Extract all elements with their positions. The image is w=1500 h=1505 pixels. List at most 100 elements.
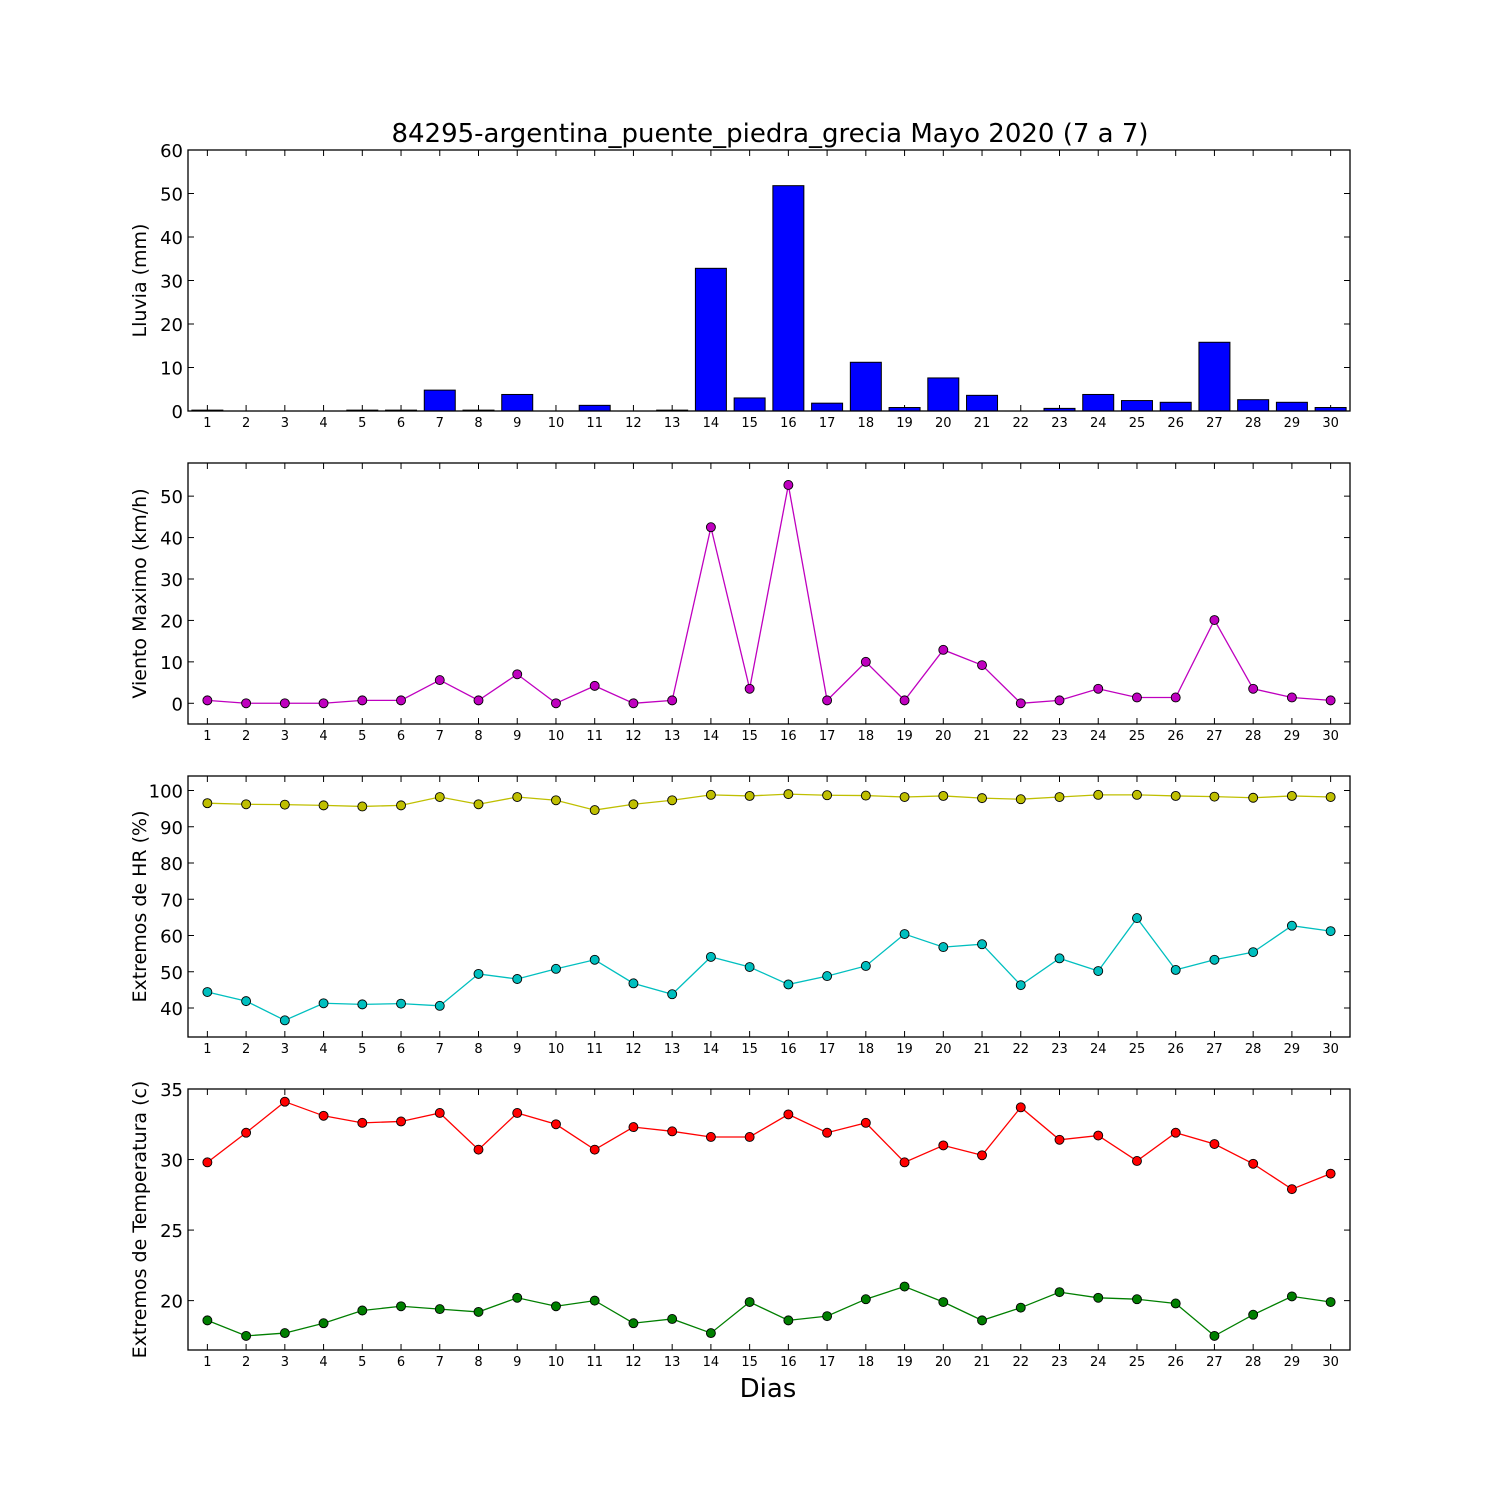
x-tick-label: 27 <box>1206 1042 1223 1057</box>
x-tick-label: 20 <box>935 1355 952 1370</box>
point-temp-max-3 <box>280 1097 289 1106</box>
x-tick-label: 27 <box>1206 1355 1223 1370</box>
point-wind-25 <box>1132 693 1141 702</box>
x-tick-label: 11 <box>586 1042 603 1057</box>
point-hr-min-3 <box>280 1016 289 1025</box>
point-wind-9 <box>513 670 522 679</box>
x-tick-label: 6 <box>397 1355 405 1370</box>
x-tick-label: 11 <box>586 1355 603 1370</box>
point-hr-max-15 <box>745 791 754 800</box>
x-tick-label: 5 <box>358 1355 366 1370</box>
x-tick-label: 12 <box>625 1042 642 1057</box>
y-tick-label: 50 <box>160 487 183 508</box>
x-tick-label: 21 <box>974 1042 991 1057</box>
point-hr-min-16 <box>784 980 793 989</box>
x-tick-label: 12 <box>625 416 642 431</box>
x-tick-label: 17 <box>819 416 836 431</box>
y-tick-label: 50 <box>160 185 183 206</box>
point-wind-8 <box>474 696 483 705</box>
y-tick-label: 30 <box>160 272 183 293</box>
x-tick-label: 24 <box>1090 416 1107 431</box>
x-tick-label: 16 <box>780 729 797 744</box>
point-hr-min-5 <box>358 1000 367 1009</box>
point-hr-min-28 <box>1249 948 1258 957</box>
point-hr-max-20 <box>939 791 948 800</box>
point-temp-max-29 <box>1287 1185 1296 1194</box>
point-hr-max-21 <box>978 794 987 803</box>
point-temp-max-15 <box>745 1132 754 1141</box>
point-hr-min-10 <box>551 964 560 973</box>
bar-29 <box>1276 402 1307 411</box>
point-temp-min-19 <box>900 1282 909 1291</box>
x-tick-label: 25 <box>1129 416 1146 431</box>
x-tick-label: 28 <box>1245 729 1262 744</box>
point-wind-27 <box>1210 616 1219 625</box>
y-tick-label: 90 <box>160 818 183 839</box>
point-wind-15 <box>745 684 754 693</box>
point-temp-min-18 <box>861 1295 870 1304</box>
point-wind-5 <box>358 696 367 705</box>
x-tick-label: 9 <box>513 416 521 431</box>
point-wind-30 <box>1326 696 1335 705</box>
x-tick-label: 6 <box>397 416 405 431</box>
point-wind-24 <box>1094 684 1103 693</box>
y-tick-label: 0 <box>172 694 183 715</box>
x-tick-label: 30 <box>1322 1355 1339 1370</box>
point-wind-10 <box>551 699 560 708</box>
point-hr-max-25 <box>1132 790 1141 799</box>
y-axis-title: Lluvia (mm) <box>129 224 151 338</box>
point-hr-min-26 <box>1171 965 1180 974</box>
x-tick-label: 29 <box>1284 1355 1301 1370</box>
x-tick-label: 17 <box>819 1042 836 1057</box>
point-hr-min-23 <box>1055 954 1064 963</box>
x-tick-label: 25 <box>1129 1042 1146 1057</box>
x-tick-label: 16 <box>780 1355 797 1370</box>
point-hr-max-7 <box>435 793 444 802</box>
point-hr-max-22 <box>1016 795 1025 804</box>
point-hr-max-30 <box>1326 793 1335 802</box>
x-tick-label: 10 <box>548 1042 565 1057</box>
point-temp-min-10 <box>551 1302 560 1311</box>
plot-frame <box>188 150 1350 411</box>
bar-17 <box>812 403 843 411</box>
point-hr-min-25 <box>1132 914 1141 923</box>
x-tick-label: 9 <box>513 1042 521 1057</box>
y-tick-label: 40 <box>160 999 183 1020</box>
point-hr-min-11 <box>590 955 599 964</box>
point-temp-max-11 <box>590 1145 599 1154</box>
point-hr-min-17 <box>823 972 832 981</box>
point-hr-max-6 <box>397 801 406 810</box>
x-tick-label: 16 <box>780 1042 797 1057</box>
point-hr-max-8 <box>474 800 483 809</box>
x-tick-label: 3 <box>281 1042 289 1057</box>
point-hr-min-20 <box>939 943 948 952</box>
x-tick-label: 7 <box>436 729 444 744</box>
point-temp-min-24 <box>1094 1293 1103 1302</box>
point-hr-min-18 <box>861 961 870 970</box>
x-tick-label: 26 <box>1167 1042 1184 1057</box>
y-tick-label: 0 <box>172 402 183 423</box>
x-tick-label: 7 <box>436 1355 444 1370</box>
point-wind-1 <box>203 696 212 705</box>
point-wind-16 <box>784 480 793 489</box>
y-tick-label: 20 <box>160 1292 183 1313</box>
y-axis-title: Extremos de HR (%) <box>129 810 151 1002</box>
point-temp-max-10 <box>551 1120 560 1129</box>
y-tick-label: 60 <box>160 141 183 162</box>
point-temp-max-6 <box>397 1117 406 1126</box>
x-tick-label: 26 <box>1167 729 1184 744</box>
point-hr-max-17 <box>823 791 832 800</box>
bar-20 <box>928 378 959 411</box>
point-temp-max-5 <box>358 1118 367 1127</box>
point-temp-min-16 <box>784 1316 793 1325</box>
point-hr-max-19 <box>900 793 909 802</box>
x-tick-label: 9 <box>513 1355 521 1370</box>
point-hr-max-27 <box>1210 792 1219 801</box>
x-tick-label: 8 <box>474 1042 482 1057</box>
point-temp-max-7 <box>435 1108 444 1117</box>
point-hr-min-27 <box>1210 955 1219 964</box>
point-wind-20 <box>939 645 948 654</box>
point-temp-min-14 <box>706 1329 715 1338</box>
x-tick-label: 15 <box>741 1042 758 1057</box>
